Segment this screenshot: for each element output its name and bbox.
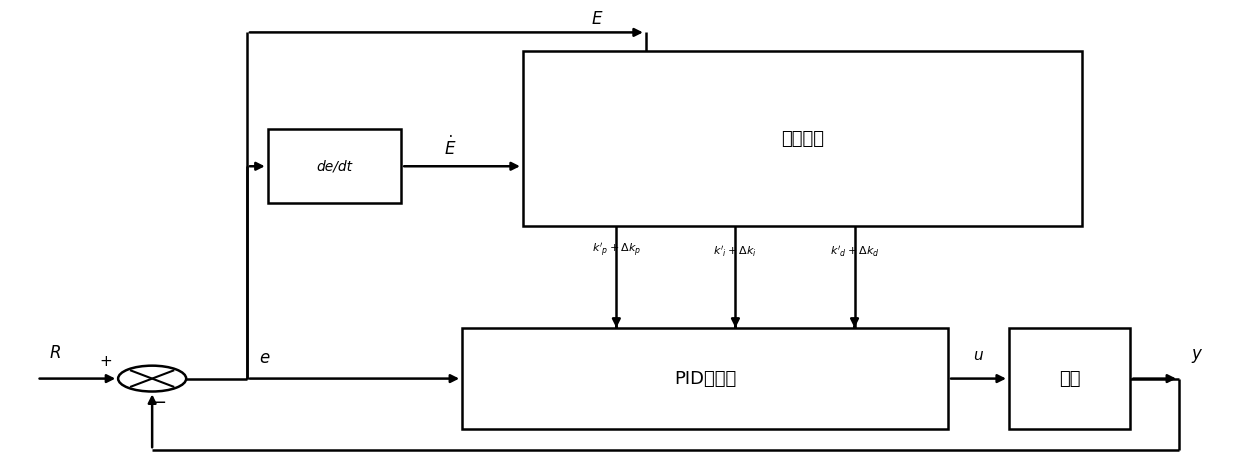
Text: $u$: $u$ <box>973 348 985 363</box>
Text: 对象: 对象 <box>1059 370 1080 388</box>
Text: $k'_i+\Delta k_i$: $k'_i+\Delta k_i$ <box>713 244 758 259</box>
Bar <box>523 51 1081 226</box>
Text: $y$: $y$ <box>1190 347 1204 365</box>
Bar <box>268 130 402 203</box>
Text: $k'_p+\Delta k_p$: $k'_p+\Delta k_p$ <box>591 241 641 259</box>
Circle shape <box>118 365 186 391</box>
Text: +: + <box>99 354 113 368</box>
Bar <box>463 328 949 430</box>
Text: 模糊推理: 模糊推理 <box>781 130 823 147</box>
Text: −: − <box>151 394 166 412</box>
Bar <box>1009 328 1131 430</box>
Text: $R$: $R$ <box>48 344 61 362</box>
Text: $e$: $e$ <box>259 349 270 367</box>
Text: $\dot{E}$: $\dot{E}$ <box>444 136 456 159</box>
Text: $E$: $E$ <box>591 9 604 28</box>
Text: $k'_d+\Delta k_d$: $k'_d+\Delta k_d$ <box>830 244 879 259</box>
Text: de/dt: de/dt <box>316 159 352 173</box>
Text: PID调节器: PID调节器 <box>673 370 737 388</box>
